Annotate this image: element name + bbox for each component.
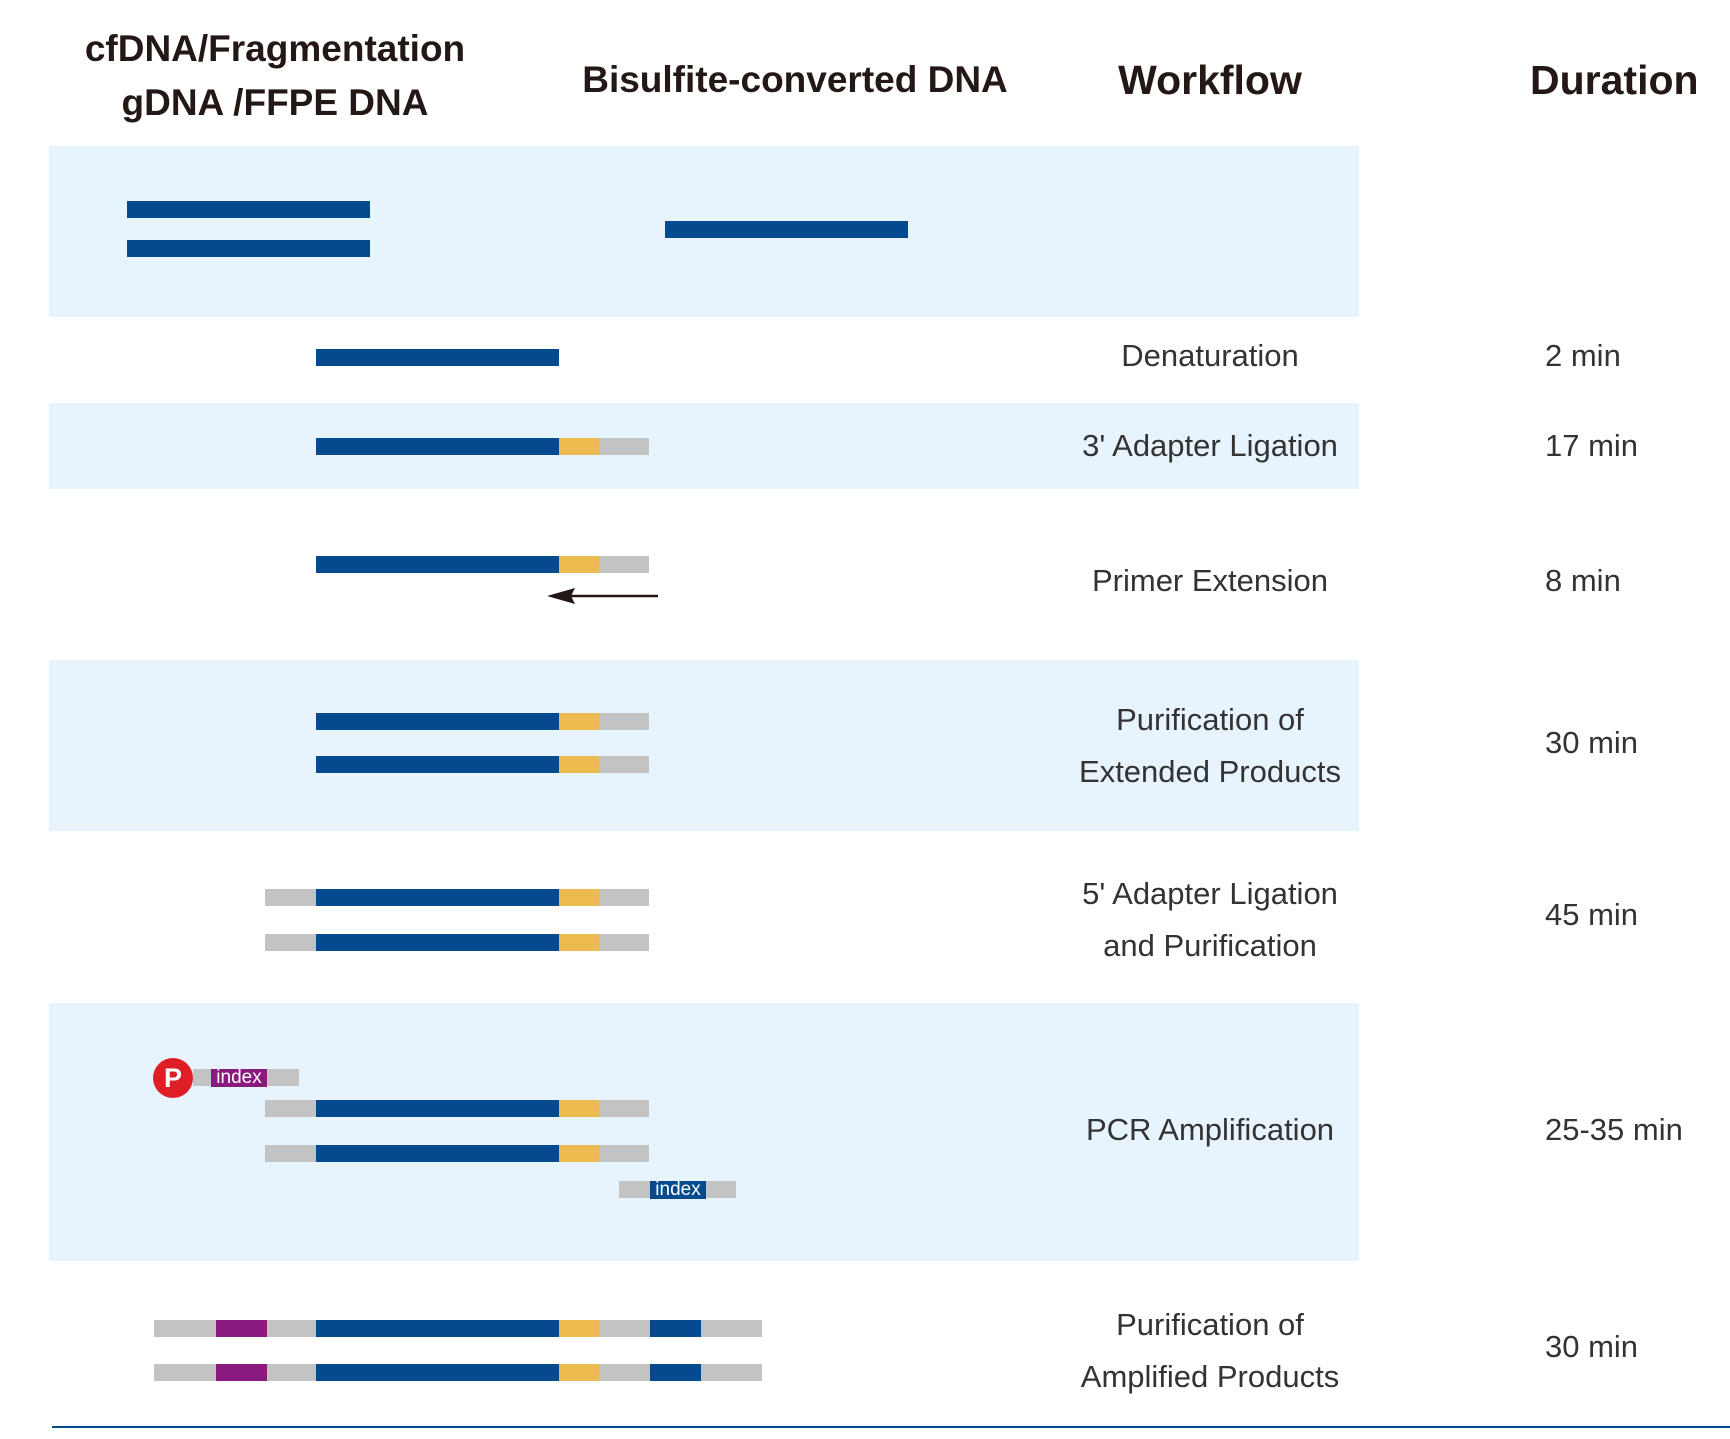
adapter3-gray <box>599 889 649 906</box>
insert <box>316 1145 559 1162</box>
band-pcr <box>49 1003 1359 1261</box>
header-workflow: Workflow <box>1118 57 1302 103</box>
duration-purification-extended: 30 min <box>1545 725 1639 760</box>
bottom-rule <box>52 1426 1730 1428</box>
step-purification-amplified-line1: Purification of <box>1116 1307 1304 1342</box>
adapter3-gold <box>559 756 599 773</box>
step-purification-extended-line2: Extended Products <box>1079 754 1341 789</box>
adapter3-gold <box>559 1364 599 1381</box>
insert <box>316 934 559 951</box>
dsdna-strand-bottom <box>127 240 370 257</box>
step-primer-extension: Primer Extension <box>1091 563 1329 598</box>
header-cfdna-line2: gDNA /FFPE DNA <box>121 82 429 123</box>
library-adapter-gray <box>267 1320 316 1337</box>
dsdna-strand-top <box>127 201 370 218</box>
adapter3-gray <box>599 438 649 455</box>
duration-denaturation: 2 min <box>1545 338 1621 373</box>
library-adapter-gray <box>154 1364 216 1381</box>
duration-purification-amplified: 30 min <box>1545 1329 1639 1364</box>
index-i7-label: index <box>211 1068 267 1087</box>
step-pcr-amplification: PCR Amplification <box>1085 1112 1335 1147</box>
library-adapter-gray <box>599 1320 650 1337</box>
library-adapter-gray <box>701 1320 762 1337</box>
insert <box>316 713 559 730</box>
library-index-i5 <box>650 1320 701 1337</box>
insert <box>316 438 559 455</box>
primer-adapter-gray <box>706 1181 736 1198</box>
library-index-i5 <box>650 1364 701 1381</box>
duration-adapter3-ligation: 17 min <box>1545 428 1639 463</box>
denatured-strand <box>316 349 559 366</box>
adapter5-gray <box>265 1100 316 1117</box>
adapter3-gold <box>559 889 599 906</box>
adapter3-gray <box>599 713 649 730</box>
insert <box>316 1364 559 1381</box>
step-purification-amplified: Purification of Amplified Products <box>1040 1299 1380 1403</box>
adapter3-gray <box>599 934 649 951</box>
primer-adapter-gray <box>193 1069 211 1086</box>
extension-arrow-icon <box>547 588 658 604</box>
library-adapter-gray <box>701 1364 762 1381</box>
library-adapter-gray <box>154 1320 216 1337</box>
duration-primer-extension: 8 min <box>1545 563 1621 598</box>
step-adapter5-ligation: 5' Adapter Ligation and Purification <box>1040 868 1380 972</box>
adapter3-gray <box>599 1145 649 1162</box>
adapter3-gold <box>559 1100 599 1117</box>
band-purify-extended <box>49 660 1359 831</box>
adapter3-gold <box>559 556 599 573</box>
library-index-i7 <box>216 1364 267 1381</box>
primer-adapter-gray <box>267 1069 299 1086</box>
adapter3-gold <box>559 1145 599 1162</box>
adapter3-gray <box>599 1100 649 1117</box>
adapter5-gray <box>265 1145 316 1162</box>
step-adapter5-ligation-line1: 5' Adapter Ligation <box>1082 876 1338 911</box>
header-cfdna: cfDNA/Fragmentation gDNA /FFPE DNA <box>60 22 490 130</box>
insert <box>316 1100 559 1117</box>
index-i5-label: index <box>650 1180 706 1199</box>
band-adapter3 <box>49 403 1359 489</box>
duration-pcr-amplification: 25-35 min <box>1545 1112 1683 1147</box>
adapter3-gold <box>559 713 599 730</box>
insert <box>316 889 559 906</box>
adapter3-gray <box>599 556 649 573</box>
library-index-i7 <box>216 1320 267 1337</box>
adapter5-gray <box>265 934 316 951</box>
phosphate-icon: P <box>153 1058 193 1098</box>
step-adapter3-ligation: 3' Adapter Ligation <box>1082 428 1338 463</box>
library-adapter-gray <box>267 1364 316 1381</box>
insert <box>316 556 559 573</box>
adapter3-gold <box>559 438 599 455</box>
adapter3-gray <box>599 756 649 773</box>
header-duration: Duration <box>1530 57 1699 103</box>
header-cfdna-line1: cfDNA/Fragmentation <box>84 28 466 69</box>
step-purification-extended-line1: Purification of <box>1116 702 1304 737</box>
primer-adapter-gray <box>619 1181 650 1198</box>
adapter3-gold <box>559 934 599 951</box>
header-bisulfite: Bisulfite-converted DNA <box>582 59 1008 100</box>
insert <box>316 1320 559 1337</box>
library-adapter-gray <box>599 1364 650 1381</box>
adapter5-gray <box>265 889 316 906</box>
step-denaturation: Denaturation <box>1121 338 1299 373</box>
insert <box>316 756 559 773</box>
duration-adapter5-ligation: 45 min <box>1545 897 1639 932</box>
ssdna-strand <box>665 221 908 238</box>
step-purification-amplified-line2: Amplified Products <box>1080 1359 1340 1394</box>
adapter3-gold <box>559 1320 599 1337</box>
step-purification-extended: Purification of Extended Products <box>1040 694 1380 798</box>
step-adapter5-ligation-line2: and Purification <box>1103 928 1317 963</box>
